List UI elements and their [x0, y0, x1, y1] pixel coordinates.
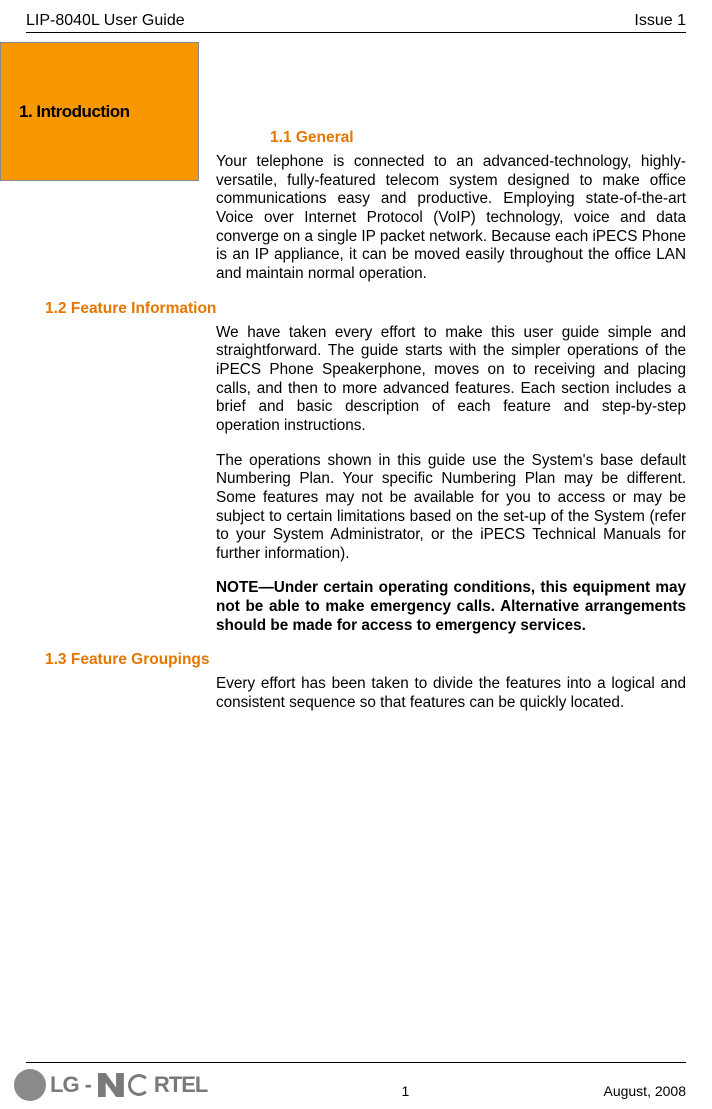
- body-1-2-note: NOTE—Under certain operating conditions,…: [216, 579, 686, 635]
- heading-1-1: 1.1 General: [270, 129, 686, 147]
- nortel-n-icon: [98, 1073, 124, 1097]
- content-area: 1.1 General Your telephone is connected …: [216, 51, 686, 713]
- lg-nortel-logo: LG - RTEL: [14, 1069, 207, 1101]
- section-tab-label: 1. Introduction: [19, 102, 130, 122]
- section-tab: 1. Introduction: [0, 42, 199, 181]
- logo-dash: -: [85, 1072, 92, 1098]
- nortel-swirl-icon: [128, 1074, 150, 1096]
- body-1-2-p1: We have taken every effort to make this …: [216, 324, 686, 436]
- body-1-2-p2: The operations shown in this guide use t…: [216, 452, 686, 564]
- header-left: LIP-8040L User Guide: [26, 12, 185, 30]
- footer-date: August, 2008: [603, 1083, 686, 1101]
- header-right: Issue 1: [634, 12, 686, 30]
- heading-1-3: 1.3 Feature Groupings: [45, 651, 686, 669]
- heading-1-2: 1.2 Feature Information: [45, 300, 686, 318]
- body-1-1: Your telephone is connected to an advanc…: [216, 153, 686, 284]
- body-1-3: Every effort has been taken to divide th…: [216, 675, 686, 712]
- page-header: LIP-8040L User Guide Issue 1: [26, 12, 686, 33]
- nortel-text: RTEL: [154, 1072, 207, 1098]
- lg-circle-icon: [14, 1069, 46, 1101]
- page-number: 1: [207, 1083, 603, 1101]
- page-footer: LG - RTEL 1 August, 2008: [0, 1062, 712, 1109]
- footer-rule: [26, 1062, 686, 1063]
- lg-text: LG: [50, 1072, 79, 1098]
